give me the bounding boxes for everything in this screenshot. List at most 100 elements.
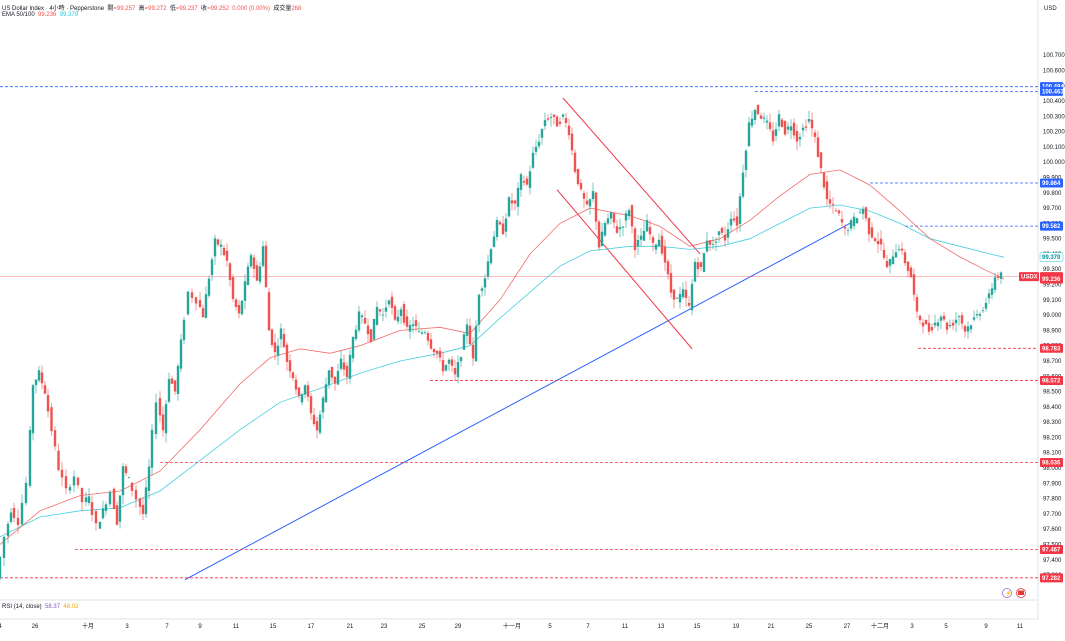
candle-body[interactable] — [84, 497, 88, 503]
candle-body[interactable] — [190, 292, 194, 298]
candle-body[interactable] — [158, 398, 162, 416]
candle-body[interactable] — [747, 122, 751, 147]
candle-body[interactable] — [825, 181, 829, 200]
candle-body[interactable] — [858, 211, 862, 213]
candle-body[interactable] — [333, 376, 337, 384]
candle-body[interactable] — [225, 250, 229, 261]
candle-body[interactable] — [68, 486, 72, 491]
candle-body[interactable] — [519, 174, 523, 190]
candle-body[interactable] — [243, 281, 247, 301]
candle-body[interactable] — [141, 505, 145, 514]
candle-body[interactable] — [537, 141, 541, 147]
candle-body[interactable] — [594, 192, 598, 222]
candle-body[interactable] — [339, 358, 343, 369]
candle-body[interactable] — [516, 187, 520, 207]
candle-body[interactable] — [933, 322, 937, 326]
candle-body[interactable] — [633, 228, 637, 250]
candle-body[interactable] — [43, 385, 47, 394]
candle-body[interactable] — [255, 265, 259, 281]
candle-body[interactable] — [741, 172, 745, 197]
candle-body[interactable] — [951, 322, 955, 326]
candle-body[interactable] — [372, 318, 376, 340]
candle-body[interactable] — [924, 320, 928, 325]
candle-body[interactable] — [564, 117, 568, 124]
price-tag[interactable] — [1040, 221, 1063, 231]
candle-body[interactable] — [993, 277, 997, 290]
candle-body[interactable] — [471, 344, 475, 359]
candle-body[interactable] — [351, 337, 355, 359]
candle-body[interactable] — [216, 239, 220, 245]
candle-body[interactable] — [279, 328, 283, 340]
candle-body[interactable] — [768, 122, 772, 130]
candle-body[interactable] — [300, 394, 304, 403]
candle-body[interactable] — [639, 235, 643, 240]
candle-body[interactable] — [417, 331, 421, 333]
candle-body[interactable] — [987, 293, 991, 299]
candle-body[interactable] — [384, 307, 388, 312]
candle-body[interactable] — [306, 385, 310, 397]
candle-body[interactable] — [465, 324, 469, 336]
candle-body[interactable] — [435, 350, 439, 354]
candle-body[interactable] — [150, 429, 154, 468]
candle-body[interactable] — [834, 210, 838, 212]
candle-body[interactable] — [546, 118, 550, 120]
candle-body[interactable] — [387, 300, 391, 305]
candle-body[interactable] — [996, 276, 1000, 278]
candle-body[interactable] — [441, 359, 445, 372]
candle-body[interactable] — [37, 370, 41, 381]
candle-body[interactable] — [894, 252, 898, 258]
candle-body[interactable] — [606, 218, 610, 224]
candle-body[interactable] — [64, 476, 68, 489]
candle-body[interactable] — [828, 199, 832, 204]
candle-body[interactable] — [618, 227, 622, 230]
candle-body[interactable] — [681, 289, 685, 298]
candle-body[interactable] — [375, 306, 379, 325]
candle-body[interactable] — [690, 283, 694, 311]
candle-body[interactable] — [414, 320, 418, 327]
candle-body[interactable] — [912, 274, 916, 295]
candle-body[interactable] — [525, 178, 529, 185]
candle-body[interactable] — [666, 261, 670, 275]
candle-body[interactable] — [330, 366, 334, 378]
candle-body[interactable] — [534, 146, 538, 152]
candle-body[interactable] — [504, 218, 508, 232]
candle-body[interactable] — [861, 208, 865, 214]
candle-body[interactable] — [261, 246, 265, 266]
price-tag[interactable] — [1040, 274, 1063, 284]
candle-body[interactable] — [98, 522, 102, 529]
candle-body[interactable] — [957, 316, 961, 317]
candle-body[interactable] — [876, 241, 880, 245]
candle-body[interactable] — [921, 322, 925, 327]
candle-body[interactable] — [936, 322, 940, 327]
candle-body[interactable] — [621, 226, 625, 228]
candle-body[interactable] — [789, 126, 793, 131]
candle-body[interactable] — [954, 319, 958, 324]
candle-body[interactable] — [531, 152, 535, 168]
candle-body[interactable] — [591, 191, 595, 200]
candle-body[interactable] — [969, 325, 973, 330]
candle-body[interactable] — [552, 114, 556, 117]
candle-body[interactable] — [24, 482, 28, 504]
candle-body[interactable] — [267, 292, 271, 331]
candle-body[interactable] — [318, 414, 322, 433]
lightning-icon[interactable] — [1002, 588, 1012, 598]
candle-body[interactable] — [429, 339, 433, 349]
candle-body[interactable] — [948, 325, 952, 327]
candle-body[interactable] — [738, 196, 742, 225]
candle-body[interactable] — [72, 476, 76, 486]
candle-body[interactable] — [846, 229, 850, 231]
candle-body[interactable] — [963, 325, 967, 332]
candle-body[interactable] — [804, 126, 808, 128]
candle-body[interactable] — [549, 117, 553, 118]
candle-body[interactable] — [879, 238, 883, 245]
candle-body[interactable] — [687, 302, 691, 306]
candle-body[interactable] — [198, 300, 202, 308]
candle-body[interactable] — [80, 488, 84, 503]
candle-body[interactable] — [909, 267, 913, 278]
candle-body[interactable] — [672, 289, 676, 300]
candle-body[interactable] — [774, 129, 778, 136]
candle-body[interactable] — [144, 487, 148, 515]
candle-body[interactable] — [321, 397, 325, 413]
candle-body[interactable] — [369, 329, 373, 342]
candle-body[interactable] — [121, 466, 125, 496]
